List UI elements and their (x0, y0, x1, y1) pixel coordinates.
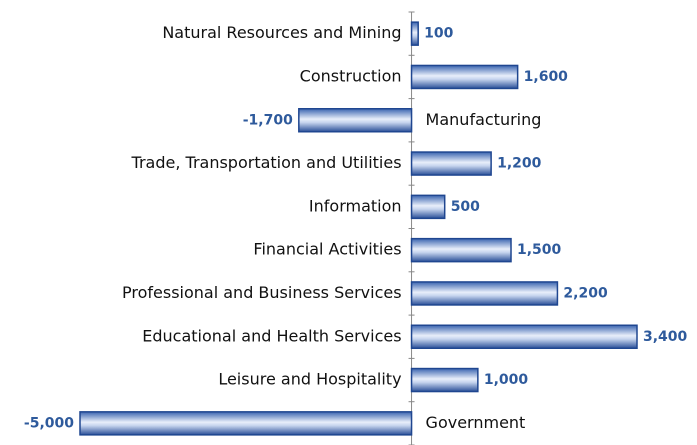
value-label: -1,700 (243, 112, 293, 128)
category-label: Manufacturing (426, 110, 542, 129)
bar (79, 411, 413, 436)
category-label: Natural Resources and Mining (162, 23, 401, 42)
bar (410, 324, 638, 349)
value-label: 1,600 (524, 69, 569, 85)
bar (410, 237, 512, 263)
value-label: 1,500 (517, 242, 562, 258)
bar (410, 21, 419, 46)
value-label: 3,400 (643, 329, 688, 345)
bar (298, 108, 413, 133)
bar (410, 367, 479, 393)
category-label: Educational and Health Services (142, 326, 401, 345)
bar (410, 281, 559, 306)
bar (410, 151, 492, 176)
category-label: Information (309, 196, 402, 215)
category-label: Professional and Business Services (122, 283, 402, 302)
bar (410, 64, 519, 90)
value-label: 500 (451, 199, 480, 215)
value-label: 1,000 (484, 372, 529, 388)
value-label: -5,000 (24, 415, 74, 431)
category-label: Construction (300, 66, 402, 85)
category-label: Trade, Transportation and Utilities (131, 153, 402, 172)
category-label: Government (426, 413, 526, 432)
value-label: 1,200 (497, 156, 542, 172)
category-label: Leisure and Hospitality (218, 370, 401, 389)
bar (410, 194, 446, 220)
value-label: 2,200 (563, 285, 608, 301)
value-label: 100 (424, 26, 453, 42)
category-label: Financial Activities (253, 240, 401, 259)
